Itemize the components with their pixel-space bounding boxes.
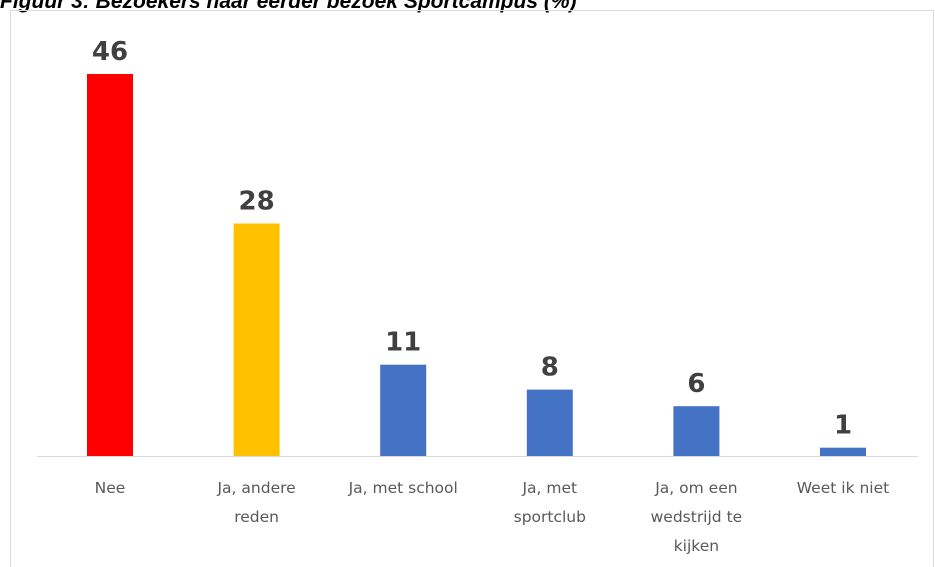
value-label-2: 11 — [385, 328, 421, 358]
value-label-4: 6 — [687, 369, 705, 399]
category-label-2: Ja, met school — [348, 479, 458, 497]
bar-3 — [526, 389, 573, 456]
category-label-3: Ja, met sportclub — [514, 479, 586, 526]
category-label-line: wedstrijd te — [651, 508, 743, 526]
category-label-0: Nee — [95, 479, 126, 497]
chart-frame — [10, 10, 934, 567]
bars-group — [87, 74, 866, 456]
bar-5 — [820, 447, 866, 456]
value-labels-group: 46 28 11 8 6 1 — [92, 37, 852, 441]
category-label-line: reden — [234, 508, 279, 526]
category-label-line: Ja, om een — [654, 479, 737, 497]
category-label-line: sportclub — [514, 508, 586, 526]
value-label-3: 8 — [541, 353, 559, 383]
bar-4 — [673, 406, 720, 456]
bar-0 — [87, 74, 133, 456]
category-labels-group: Nee Ja, andere reden Ja, met school Ja, met s… — [95, 479, 890, 555]
category-label-line: Ja, andere — [216, 479, 295, 497]
category-label-4: Ja, om een wedstrijd te kijken — [651, 479, 743, 555]
category-label-line: Weet ik niet — [797, 479, 889, 497]
category-label-5: Weet ik niet — [797, 479, 889, 497]
chart-title: Figuur 3: Bezoekers naar eerder bezoek S… — [0, 0, 577, 13]
value-label-0: 46 — [92, 37, 128, 67]
category-label-1: Ja, andere reden — [216, 479, 295, 526]
category-label-line: Ja, met — [521, 479, 577, 497]
bar-1 — [233, 223, 280, 456]
category-label-line: Ja, met school — [348, 479, 458, 497]
value-label-5: 1 — [834, 411, 852, 441]
value-label-1: 28 — [239, 187, 275, 217]
bar-2 — [380, 364, 427, 456]
category-label-line: kijken — [674, 537, 719, 555]
category-label-line: Nee — [95, 479, 126, 497]
